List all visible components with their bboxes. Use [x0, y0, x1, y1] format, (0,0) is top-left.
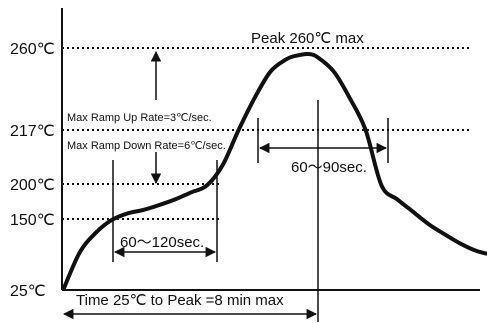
tick-label-260: 260℃: [10, 41, 55, 58]
ramp-down-label: Max Ramp Down Rate=6℃/sec.: [67, 140, 226, 152]
peak-label: Peak 260℃ max: [251, 30, 364, 47]
profile-curve: [62, 51, 487, 290]
ramp-up-label: Max Ramp Up Rate=3℃/sec.: [67, 112, 212, 124]
soak-label: 60～120sec.: [120, 234, 204, 251]
above217-label: 60～90sec.: [291, 159, 367, 176]
tick-label-150: 150℃: [10, 212, 55, 229]
tick-label-200: 200℃: [10, 177, 55, 194]
time-to-peak-label: Time 25℃ to Peak =8 min max: [76, 292, 284, 309]
tick-label-217: 217℃: [10, 123, 55, 140]
tick-label-25: 25℃: [10, 283, 46, 300]
